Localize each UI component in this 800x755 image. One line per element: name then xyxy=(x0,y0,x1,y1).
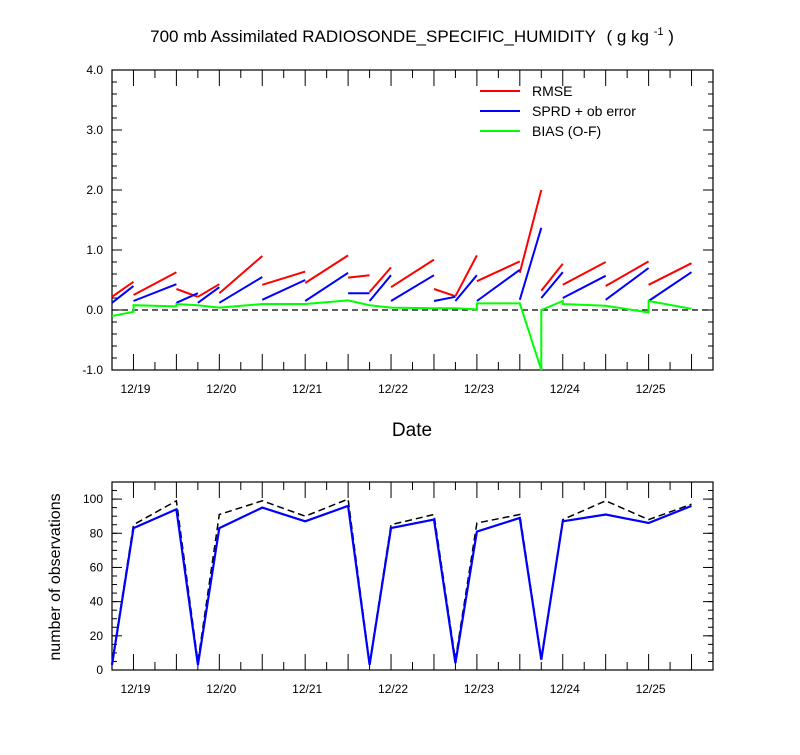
top-x-tick-label: 12/21 xyxy=(292,382,322,396)
sprd-line-segment-10 xyxy=(433,295,456,302)
obs-x-tick-label: 12/20 xyxy=(206,682,236,696)
bias-line-segment-0 xyxy=(111,299,692,371)
obs-assimilated-line xyxy=(110,504,692,666)
obs-x-tick-label: 12/25 xyxy=(636,682,666,696)
sprd-line-segment-5 xyxy=(261,279,306,301)
sprd-line-segment-9 xyxy=(390,274,435,302)
obs-x-tick-label: 12/24 xyxy=(550,682,580,696)
obs-y-tick-label: 20 xyxy=(90,629,104,643)
sprd-line-segment-4 xyxy=(218,276,263,304)
obs-y-tick-label: 0 xyxy=(96,663,103,677)
rmse-line-segment-8 xyxy=(368,266,392,293)
sprd-line-segment-16 xyxy=(605,267,650,301)
rmse-line-segment-0 xyxy=(111,280,135,298)
sprd-line-segment-12 xyxy=(476,268,521,302)
top-x-tick-label: 12/19 xyxy=(120,382,150,396)
rmse-line-segment-10 xyxy=(433,288,456,298)
top-y-tick-label: 1.0 xyxy=(86,243,103,257)
sprd-line-segment-6 xyxy=(304,271,349,302)
top-x-tick-label: 12/22 xyxy=(378,382,408,396)
rmse-line-segment-15 xyxy=(562,261,607,286)
legend-label-sprd: SPRD + ob error xyxy=(532,103,636,119)
rmse-line-segment-11 xyxy=(454,254,478,297)
top-x-tick-label: 12/25 xyxy=(636,382,666,396)
legend: RMSE SPRD + ob error BIAS (O-F) xyxy=(480,83,636,139)
sprd-line-segment-15 xyxy=(562,274,607,299)
sprd-line-segment-13 xyxy=(518,227,543,301)
chart-title-units-exponent: -1 xyxy=(654,26,664,38)
rmse-line-segment-9 xyxy=(390,258,435,289)
sprd-line-segment-1 xyxy=(133,283,177,302)
top-y-tick-label: 2.0 xyxy=(86,183,103,197)
rmse-line-segment-17 xyxy=(648,262,692,286)
obs-y-tick-label: 100 xyxy=(83,492,103,506)
chart-title: 700 mb Assimilated RADIOSONDE_SPECIFIC_H… xyxy=(150,20,674,46)
rmse-line-segment-13 xyxy=(518,189,543,274)
chart-title-units-close: ) xyxy=(668,27,674,46)
rmse-line-segment-1 xyxy=(133,271,177,296)
obs-y-tick-label: 40 xyxy=(90,595,104,609)
legend-label-bias: BIAS (O-F) xyxy=(532,123,601,139)
top-x-tick-label: 12/24 xyxy=(550,382,580,396)
obs-possible-line xyxy=(111,498,692,664)
sprd-line-segment-3 xyxy=(197,286,220,304)
sprd-line-segment-0 xyxy=(111,285,135,304)
top-y-tick-label: 4.0 xyxy=(86,63,103,77)
rmse-line-segment-5 xyxy=(262,270,306,286)
sprd-line-segment-11 xyxy=(454,274,478,302)
obs-y-axis-label: number of observations xyxy=(47,493,64,660)
obs-x-tick-label: 12/21 xyxy=(292,682,322,696)
bottom-chart: 0 20 40 60 80 100 12/19 12/20 12/21 12/22 12/23 12/… xyxy=(83,481,714,696)
chart-title-units: ( g kg xyxy=(606,27,649,46)
obs-x-tick-label: 12/19 xyxy=(120,682,150,696)
obs-x-tick-label: 12/23 xyxy=(464,682,494,696)
sprd-line-segment-8 xyxy=(368,274,392,302)
sprd-line-segment-2 xyxy=(175,292,199,304)
rmse-line-segment-7 xyxy=(347,274,370,279)
obs-y-tick-label: 80 xyxy=(90,526,104,540)
rmse-line-segment-4 xyxy=(218,255,263,294)
x-axis-label: Date xyxy=(392,420,432,441)
rmse-line-segment-14 xyxy=(540,263,564,292)
obs-x-tick-label: 12/22 xyxy=(378,682,408,696)
rmse-line-segment-12 xyxy=(476,260,521,283)
top-y-tick-label: 3.0 xyxy=(86,123,103,137)
rmse-line-segment-3 xyxy=(197,283,220,298)
rmse-line-segment-6 xyxy=(304,254,349,284)
sprd-line-segment-17 xyxy=(648,271,693,302)
top-chart: -1.0 0.0 1.0 2.0 3.0 4.0 12/19 12/20 12/21 12/22 1… xyxy=(82,63,714,396)
chart-title-main: 700 mb Assimilated RADIOSONDE_SPECIFIC_H… xyxy=(150,27,596,46)
legend-label-rmse: RMSE xyxy=(532,83,572,99)
obs-y-tick-label: 60 xyxy=(90,560,104,574)
top-x-tick-label: 12/23 xyxy=(464,382,494,396)
sprd-line-segment-14 xyxy=(540,271,564,299)
top-y-tick-label: 0.0 xyxy=(86,303,103,317)
rmse-line-segment-16 xyxy=(605,260,650,287)
top-x-tick-label: 12/20 xyxy=(206,382,236,396)
top-y-tick-label: -1.0 xyxy=(82,363,103,377)
